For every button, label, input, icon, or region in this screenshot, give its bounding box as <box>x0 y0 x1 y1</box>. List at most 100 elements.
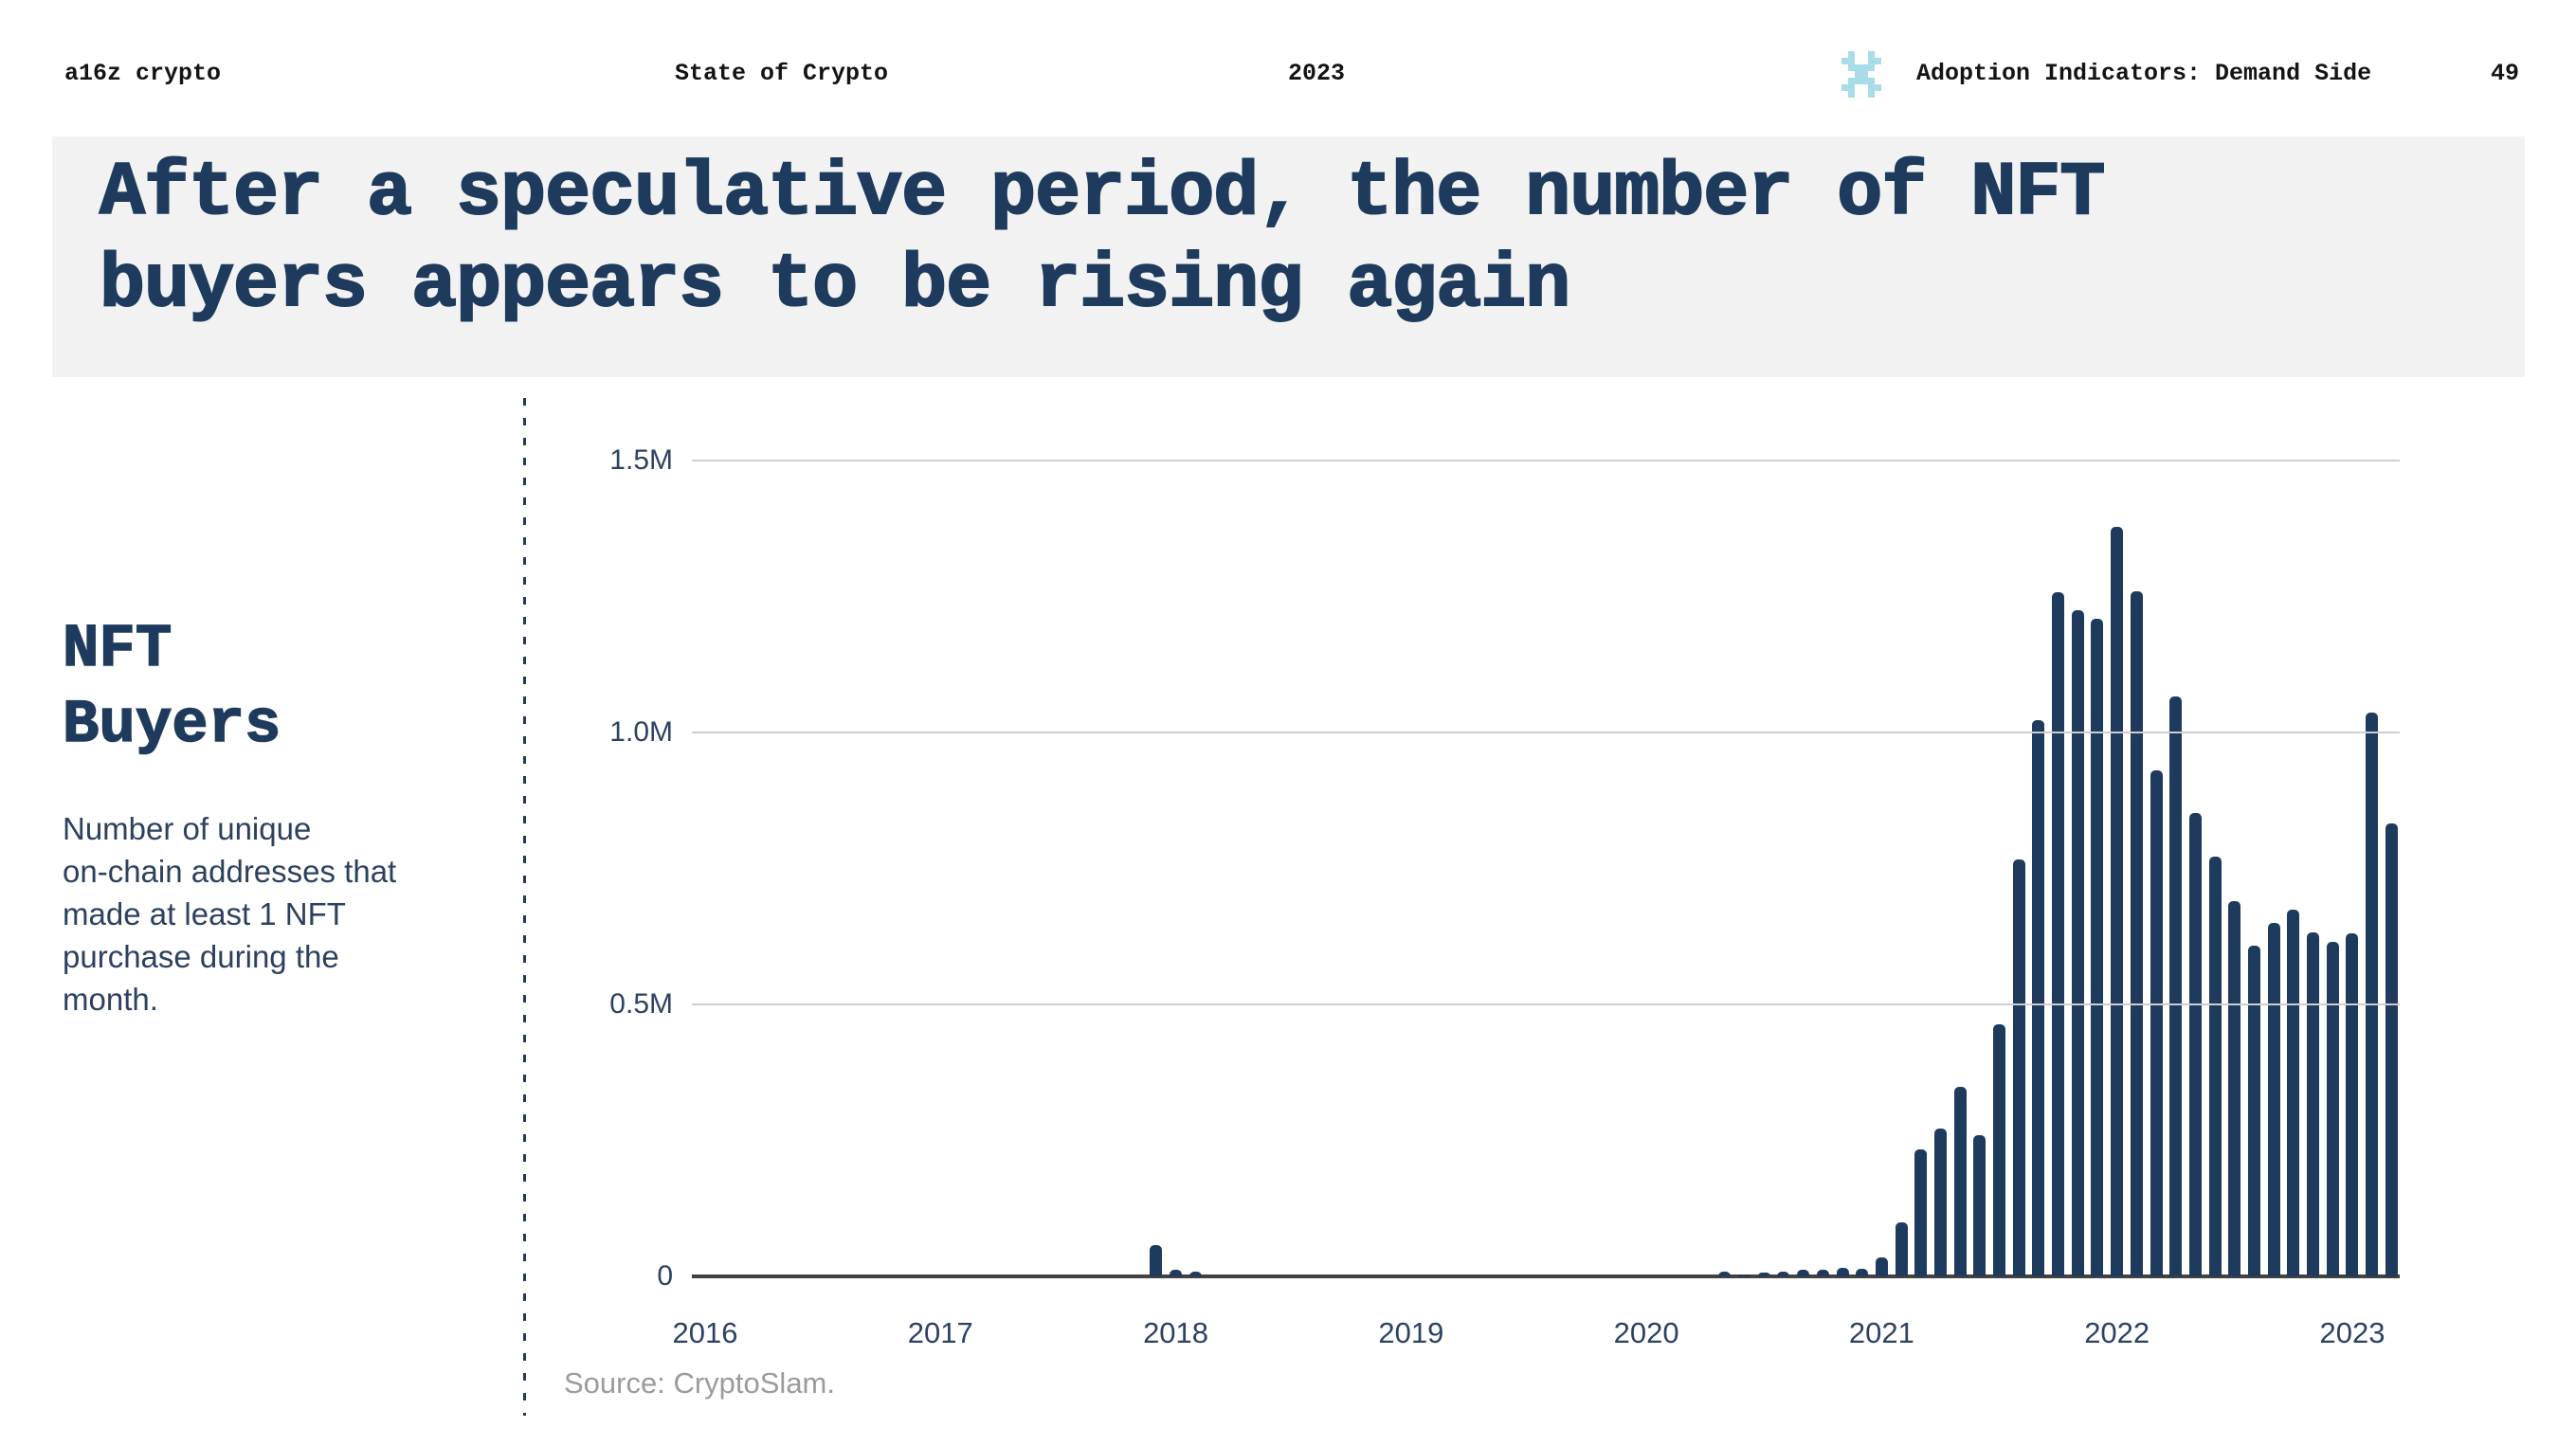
bar-2021-03 <box>1914 1149 1928 1276</box>
logo-pixel <box>1875 84 1881 91</box>
logo-pixel <box>1855 91 1861 98</box>
bar-2021-07 <box>1993 1024 2006 1276</box>
bar-2020-07 <box>1757 1273 1770 1276</box>
x-tick-label: 2020 <box>1613 1316 1679 1349</box>
bar-2018-01 <box>1170 1270 1183 1276</box>
bar-2022-03 <box>2150 770 2163 1276</box>
report-year: 2023 <box>1288 60 1346 87</box>
brand-label: a16z crypto <box>64 60 222 87</box>
bar-2023-02 <box>2366 713 2379 1276</box>
bar-2022-09 <box>2267 923 2280 1276</box>
logo-pixel <box>1848 78 1855 84</box>
logo-pixel <box>1848 71 1855 78</box>
chart-title: NFT Buyers <box>62 612 281 764</box>
bar-2021-05 <box>1953 1087 1967 1276</box>
logo-pixel <box>1868 91 1875 98</box>
logo-pixel <box>1861 64 1868 71</box>
logo-pixel <box>1848 84 1855 91</box>
logo-pixel <box>1841 84 1848 91</box>
source-note: Source: CryptoSlam. <box>564 1366 835 1400</box>
gridline-1.0M <box>692 732 2400 733</box>
description-line: month. <box>63 982 158 1017</box>
bar-2022-05 <box>2188 813 2202 1276</box>
bar-2021-10 <box>2052 592 2065 1276</box>
logo-pixel <box>1855 51 1861 58</box>
logo-pixel <box>1861 84 1868 91</box>
gridline-1.5M <box>692 460 2400 461</box>
bar-2022-06 <box>2208 857 2222 1276</box>
bar-2022-08 <box>2248 946 2260 1276</box>
x-tick-label: 2023 <box>2319 1316 2386 1349</box>
logo-pixel <box>1861 58 1868 64</box>
bar-2022-01 <box>2111 527 2124 1276</box>
chart-title-line-1: NFT <box>62 615 172 685</box>
logo-pixel <box>1841 64 1848 71</box>
bar-2020-08 <box>1777 1272 1790 1276</box>
bar-2020-11 <box>1836 1268 1849 1276</box>
logo-pixel <box>1868 58 1875 64</box>
logo-pixel <box>1855 78 1861 84</box>
page-number: 49 <box>2491 60 2520 87</box>
logo-pixel <box>1875 78 1881 84</box>
headline-band: After a speculative period, the number o… <box>52 136 2525 377</box>
headline-text: After a speculative period, the number o… <box>99 148 2106 332</box>
logo-pixel <box>1868 64 1875 71</box>
logo-pixel <box>1861 71 1868 78</box>
dashed-divider <box>523 398 526 1416</box>
bar-2021-11 <box>2071 610 2084 1276</box>
bar-2023-03 <box>2385 823 2398 1276</box>
logo-pixel <box>1855 64 1861 71</box>
logo-pixel <box>1855 71 1861 78</box>
bar-2022-02 <box>2130 591 2143 1276</box>
chart-title-line-2: Buyers <box>62 691 281 761</box>
chart-description: Number of unique on-chain addresses that… <box>63 807 396 1021</box>
bar-2021-08 <box>2012 859 2025 1276</box>
logo-pixel <box>1848 91 1855 98</box>
description-line: on-chain addresses that <box>63 854 397 889</box>
bar-2022-11 <box>2307 932 2320 1276</box>
logo-pixel <box>1868 71 1875 78</box>
bar-2021-06 <box>1973 1135 1986 1276</box>
bar-2020-05 <box>1718 1272 1732 1276</box>
bar-2017-12 <box>1150 1245 1163 1276</box>
logo-pixel <box>1841 71 1848 78</box>
logo-pixel <box>1861 91 1868 98</box>
logo-pixel <box>1841 51 1848 58</box>
bar-2020-06 <box>1738 1274 1751 1276</box>
y-tick-label: 1.0M <box>609 716 673 748</box>
x-tick-label: 2016 <box>672 1316 738 1349</box>
logo-pixel <box>1875 51 1881 58</box>
logo-pixel <box>1855 58 1861 64</box>
description-line: Number of unique <box>63 811 312 846</box>
logo-pixel <box>1861 51 1868 58</box>
logo-pixel <box>1848 58 1855 64</box>
x-tick-label: 2019 <box>1378 1316 1444 1349</box>
description-line: made at least 1 NFT <box>63 896 346 931</box>
bar-2018-02 <box>1188 1272 1202 1276</box>
bar-2022-12 <box>2326 942 2339 1276</box>
y-tick-label: 0.5M <box>609 988 673 1020</box>
logo-pixel <box>1848 51 1855 58</box>
logo-pixel <box>1855 84 1861 91</box>
x-tick-label: 2017 <box>907 1316 973 1349</box>
logo-pixel <box>1868 84 1875 91</box>
bar-2020-10 <box>1816 1270 1829 1276</box>
bar-2020-12 <box>1856 1269 1869 1276</box>
logo-pixel <box>1875 71 1881 78</box>
gridline-0.5M <box>692 1003 2400 1005</box>
bar-2020-09 <box>1797 1270 1810 1276</box>
y-tick-label: 0 <box>657 1260 673 1292</box>
bar-2022-04 <box>2169 696 2183 1276</box>
section-title: Adoption Indicators: Demand Side <box>1916 60 2372 87</box>
bar-2021-04 <box>1933 1129 1947 1276</box>
x-tick-label: 2018 <box>1143 1316 1209 1349</box>
logo-pixel <box>1875 64 1881 71</box>
x-axis-line <box>692 1274 2400 1278</box>
logo-pixel <box>1875 91 1881 98</box>
y-tick-label: 1.5M <box>609 444 673 476</box>
logo-pixel <box>1861 78 1868 84</box>
plot-area <box>692 461 2400 1276</box>
logo-pixel <box>1841 58 1848 64</box>
report-title: State of Crypto <box>675 60 889 87</box>
